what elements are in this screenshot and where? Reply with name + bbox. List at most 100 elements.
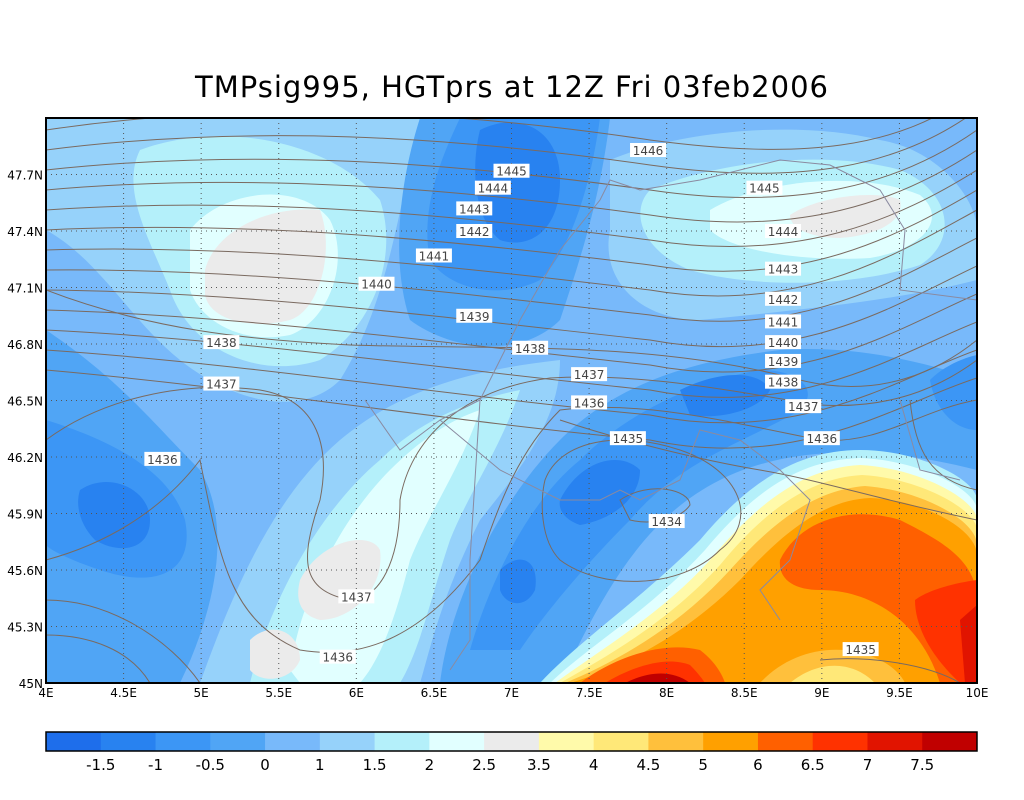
contour-label: 1437 [788, 400, 819, 414]
contour-label-box [648, 514, 685, 529]
contour-label-box [358, 276, 395, 291]
contour-label: 1445 [496, 165, 527, 179]
contour-line [46, 237, 977, 322]
x-tick-label: 6E [349, 686, 364, 700]
colorbar-swatch [648, 732, 704, 751]
colorbar-label: 5 [698, 756, 708, 774]
contour-label: 1443 [459, 202, 490, 216]
contour-line [46, 118, 934, 150]
contour-label: 1443 [768, 263, 799, 277]
contour-label-box [319, 649, 356, 664]
contour-line [46, 118, 967, 174]
colorbar-label: 7 [863, 756, 873, 774]
contour-label-box [765, 335, 802, 350]
axis-ticks: 4E 4.5E 5E 5.5E 6E 6.5E 7E 7.5E 8E 8.5E 9E 9.5E 10E 4… [7, 169, 988, 701]
colorbar-label: 4.5 [636, 756, 660, 774]
contour-label-box [765, 261, 802, 276]
contour-label-box [512, 340, 549, 355]
contour-line [819, 658, 961, 683]
map-title: TMPsig995, HGTprs at 12Z Fri 03feb2006 [195, 70, 829, 104]
y-tick-label: 46.5N [7, 395, 43, 409]
contour-line [619, 488, 691, 523]
colorbar-label: 2.5 [472, 756, 496, 774]
x-tick-label: 10E [966, 686, 989, 700]
x-tick-label: 8.5E [731, 686, 758, 700]
contour-label: 1444 [478, 182, 509, 196]
x-tick-label: 5.5E [265, 686, 292, 700]
contour-label-box [842, 642, 879, 657]
y-tick-label: 46.2N [7, 451, 43, 465]
colorbar-swatch [538, 732, 595, 751]
contour-label-box [456, 224, 493, 238]
contour-label-box [803, 431, 840, 446]
colorbar-frame [45, 731, 978, 752]
colorbar-swatch [46, 732, 102, 751]
contour-line [46, 189, 977, 272]
contour-label: 1446 [633, 144, 664, 158]
contour-label: 1434 [651, 515, 682, 529]
plot-frame [45, 117, 978, 684]
contour-label-box [338, 589, 375, 604]
contour-label-box [474, 180, 511, 195]
colorbar-label: 7.5 [910, 756, 934, 774]
x-tick-label: 4.5E [110, 686, 137, 700]
colorbar: -1.5 -1 -0.5 0 1 1.5 2 2.5 3.5 4 4.5 5 6 6.5 7 7.5 [45, 731, 978, 774]
colorbar-label: 2 [425, 756, 435, 774]
colorbar-swatch [210, 732, 266, 751]
contour-label-box [609, 431, 646, 446]
contour-label: 1440 [768, 336, 799, 350]
contour-line [46, 169, 977, 247]
contour-label-box [785, 399, 822, 414]
x-tick-label: 7.5E [576, 686, 603, 700]
colorbar-label: -1.5 [86, 756, 115, 774]
contour-label-box [203, 335, 240, 350]
contour-label-box [456, 201, 493, 216]
colorbar-swatch [922, 732, 978, 751]
contour-line [46, 599, 201, 683]
contour-label-box [765, 314, 802, 329]
contour-label: 1436 [807, 432, 838, 446]
colorbar-swatch [867, 732, 923, 751]
contour-line [909, 399, 977, 491]
contour-label: 1436 [574, 396, 605, 410]
contour-line [46, 293, 977, 373]
colorbar-label: 1.5 [363, 756, 387, 774]
colorbar-swatch [265, 732, 321, 751]
contour-line [46, 349, 977, 424]
grid-lines [46, 118, 977, 683]
colorbar-label: 3.5 [527, 756, 551, 774]
contour-label-box [493, 163, 530, 178]
contour-label: 1444 [768, 225, 799, 239]
colorbar-label: 4 [589, 756, 599, 774]
contour-label-box [765, 291, 802, 306]
contour-label: 1440 [361, 278, 392, 292]
colorbar-swatch [703, 732, 759, 751]
colorbar-label: -0.5 [196, 756, 225, 774]
colorbar-swatch [100, 732, 157, 751]
colorbar-label: 6.5 [801, 756, 825, 774]
contour-label-box [571, 395, 608, 410]
contour-label: 1436 [147, 453, 178, 467]
colorbar-swatch [757, 732, 814, 751]
x-tick-label: 9.5E [886, 686, 913, 700]
contour-label: 1439 [768, 355, 799, 369]
x-tick-label: 8E [659, 686, 674, 700]
colorbar-swatch [812, 732, 868, 751]
contour-label: 1437 [206, 378, 237, 392]
contour-label-box [456, 308, 493, 323]
colorbar-swatch [429, 732, 485, 751]
contour-label: 1436 [322, 651, 353, 665]
colorbar-swatch [155, 732, 211, 751]
contour-label: 1445 [749, 182, 780, 196]
contour-line [46, 149, 977, 223]
contour-label-box [746, 180, 783, 195]
colorbar-swatch [374, 732, 430, 751]
colorbar-swatch [319, 732, 376, 751]
colorbar-label: -1 [148, 756, 163, 774]
x-tick-label: 5E [194, 686, 209, 700]
contour-label: 1438 [768, 376, 799, 390]
contour-label: 1438 [206, 336, 237, 350]
colorbar-label: 0 [260, 756, 270, 774]
contour-label-box [630, 143, 667, 158]
y-tick-label: 45.9N [7, 508, 43, 522]
